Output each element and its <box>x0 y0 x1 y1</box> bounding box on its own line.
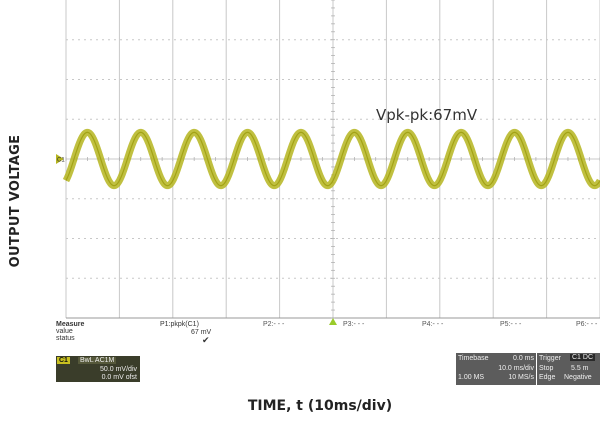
measure-slot-p6[interactable]: P6:- - - <box>576 321 598 328</box>
vpkpk-annotation: Vpk-pk:67mV <box>376 106 478 124</box>
timebase-delay: 0.0 ms <box>512 355 534 362</box>
channel-vdiv: 50.0 mV/div <box>100 366 137 373</box>
timebase-rate: 10 MS/s <box>508 374 534 381</box>
trigger-type: Edge <box>539 374 556 381</box>
trigger-level: 5.5 m <box>571 365 589 372</box>
trigger-title: Trigger <box>539 355 561 362</box>
timebase-box[interactable]: Timebase 0.0 ms 10.0 ms/div 1.00 MS 10 M… <box>456 353 536 385</box>
measure-panel: Measure value status P1:pkpk(C1) 67 mV ✔… <box>56 321 600 361</box>
timebase-tdiv: 10.0 ms/div <box>498 365 534 372</box>
channel-tag: C1 <box>57 357 70 364</box>
measure-slot-p3[interactable]: P3:- - - <box>343 321 365 328</box>
measure-slot-p2[interactable]: P2:- - - <box>263 321 285 328</box>
ground-marker-icon <box>56 154 64 164</box>
trigger-source: C1 DC <box>570 354 596 361</box>
trace-c1-core <box>65 131 600 187</box>
measure-p1-label[interactable]: P1:pkpk(C1) <box>160 321 199 328</box>
trigger-box[interactable]: Trigger C1 DC Stop 5.5 m Edge Negative <box>537 353 600 385</box>
y-axis-label: OUTPUT VOLTAGE <box>8 134 23 268</box>
channel-coupling: BwL AC1M <box>78 357 117 364</box>
grid <box>65 0 600 319</box>
measure-p1-value: 67 mV <box>191 329 212 336</box>
marker-layer: C1 <box>56 154 337 325</box>
trigger-slope: Negative <box>564 374 592 381</box>
ground-marker-label: C1 <box>57 158 65 164</box>
measure-slot-p4[interactable]: P4:- - - <box>422 321 444 328</box>
trigger-position-icon <box>329 318 337 325</box>
channel-offset: 0.0 mV ofst <box>101 374 137 381</box>
measure-title: Measure <box>56 321 85 328</box>
x-axis-label: TIME, t (10ms/div) <box>247 398 393 414</box>
trigger-mode: Stop <box>539 365 554 372</box>
channel-1-box[interactable]: C1 BwL AC1M 50.0 mV/div 0.0 mV ofst <box>56 356 140 382</box>
measure-row-value: value <box>56 328 73 335</box>
measure-row-status: status <box>56 335 75 342</box>
timebase-samples: 1.00 MS <box>458 374 485 381</box>
measure-slot-p5[interactable]: P5:- - - <box>500 321 522 328</box>
trace-layer <box>62 128 600 190</box>
measure-p1-status-icon: ✔ <box>202 335 210 345</box>
timebase-title: Timebase <box>458 355 489 362</box>
